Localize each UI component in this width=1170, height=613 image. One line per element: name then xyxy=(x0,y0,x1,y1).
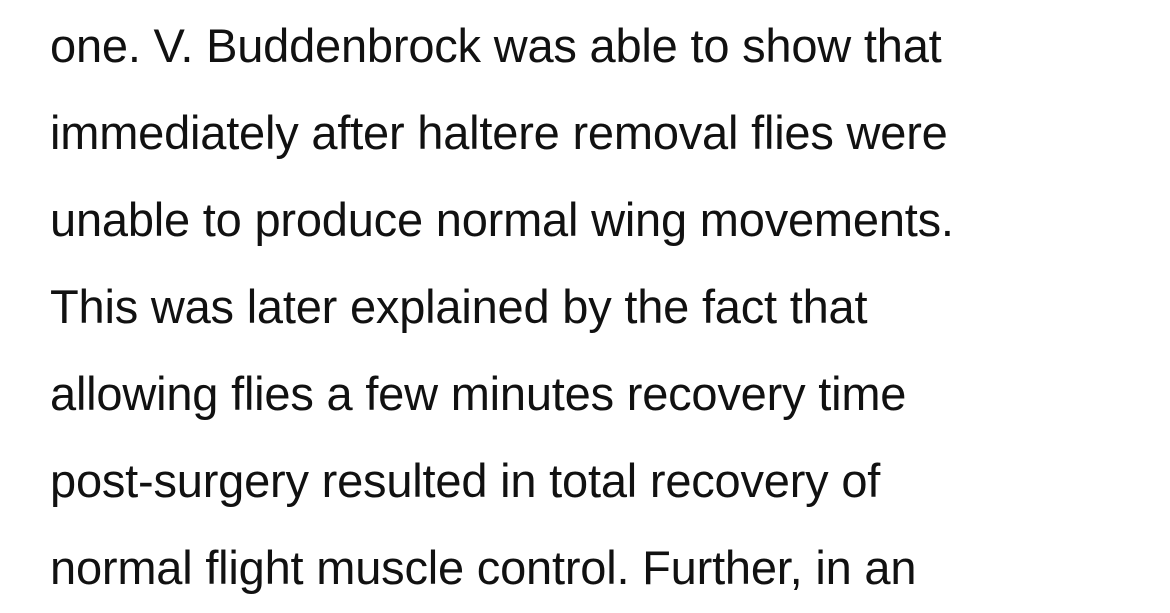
text-line: post-surgery resulted in total recovery … xyxy=(50,454,881,507)
text-line: allowing flies a few minutes recovery ti… xyxy=(50,367,907,420)
text-line: normal flight muscle control. Further, i… xyxy=(50,541,917,594)
text-line: This was later explained by the fact tha… xyxy=(50,280,868,333)
text-line: immediately after haltere removal flies … xyxy=(50,106,948,159)
text-line: one. V. Buddenbrock was able to show tha… xyxy=(50,19,942,72)
article-text: one. V. Buddenbrock was able to show tha… xyxy=(50,2,1160,611)
text-line: unable to produce normal wing movements. xyxy=(50,193,954,246)
